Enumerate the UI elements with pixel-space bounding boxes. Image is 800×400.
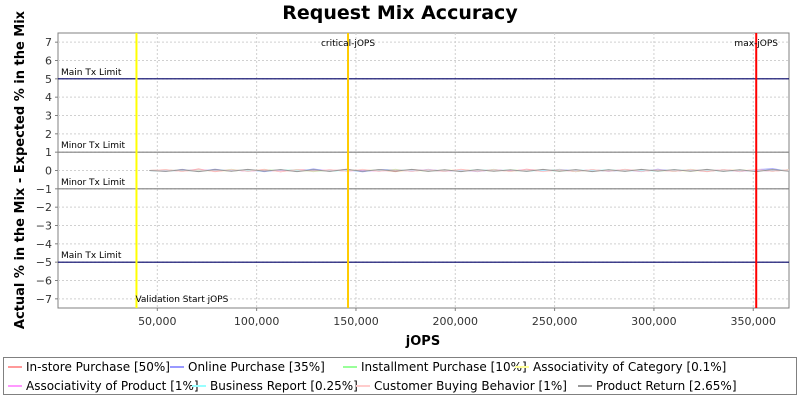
legend-item: Online Purchase [35%]	[170, 358, 325, 376]
limit-lines: Main Tx Limit Minor Tx Limit Minor Tx Limi…	[58, 68, 789, 263]
legend-label: Installment Purchase [10%]	[361, 360, 527, 374]
limit-line-label: Minor Tx Limit	[61, 141, 126, 151]
y-tick-label: −5	[36, 256, 52, 269]
legend-item: Customer Buying Behavior [1%]	[356, 377, 567, 395]
y-tick-label: 2	[45, 128, 52, 141]
y-tick-label: 0	[45, 165, 52, 178]
marker-line-label: critical-jOPS	[321, 39, 375, 49]
limit-line-label: Main Tx Limit	[61, 68, 122, 78]
legend-swatch	[170, 365, 184, 368]
legend-label: Online Purchase [35%]	[188, 360, 325, 374]
legend-label: Associativity of Category [0.1%]	[533, 360, 727, 374]
legend-swatch	[356, 384, 370, 387]
x-tick-label: 350,000	[730, 315, 776, 328]
y-tick-label: 7	[45, 36, 52, 49]
series-lines	[149, 168, 790, 173]
marker-line-label: max-jOPS	[734, 39, 778, 49]
legend-swatch	[8, 384, 22, 387]
y-axis: −7 −6 −5 −4 −3 −2 −1 0 1 2 3 4 5 6 7	[36, 36, 58, 306]
legend-swatch	[515, 365, 529, 368]
y-tick-label: 4	[45, 91, 52, 104]
y-tick-label: −1	[36, 183, 52, 196]
legend-swatch	[578, 384, 592, 387]
legend-label: Customer Buying Behavior [1%]	[374, 379, 567, 393]
legend-item: Business Report [0.25%]	[192, 377, 358, 395]
legend-swatch	[8, 365, 22, 368]
x-axis-label: jOPS	[405, 334, 440, 349]
x-tick-label: 150,000	[333, 315, 379, 328]
x-tick-label: 300,000	[631, 315, 677, 328]
y-tick-label: 5	[45, 73, 52, 86]
legend-item: Installment Purchase [10%]	[343, 358, 527, 376]
y-tick-label: −4	[36, 238, 52, 251]
legend-label: Business Report [0.25%]	[210, 379, 358, 393]
legend-label: Product Return [2.65%]	[596, 379, 737, 393]
legend-label: In-store Purchase [50%]	[26, 360, 170, 374]
series-line	[149, 168, 790, 173]
y-tick-label: −3	[36, 220, 52, 233]
y-axis-label: Actual % in the Mix - Expected % in the …	[13, 10, 28, 329]
legend-item: Associativity of Product [1%]	[8, 377, 199, 395]
limit-line-label: Main Tx Limit	[61, 251, 122, 261]
x-tick-label: 50,000	[138, 315, 177, 328]
y-tick-label: −6	[36, 275, 52, 288]
legend-label: Associativity of Product [1%]	[26, 379, 199, 393]
legend: In-store Purchase [50%] Online Purchase […	[3, 357, 797, 395]
x-axis: 50,000 100,000 150,000 200,000 250,000 300,00…	[138, 308, 776, 328]
y-tick-label: 3	[45, 110, 52, 123]
y-tick-label: −7	[36, 293, 52, 306]
legend-item: Associativity of Category [0.1%]	[515, 358, 726, 376]
legend-item: In-store Purchase [50%]	[8, 358, 170, 376]
y-tick-label: 6	[45, 55, 52, 68]
y-tick-label: 1	[45, 146, 52, 159]
limit-line-label: Minor Tx Limit	[61, 178, 126, 188]
chart-plot: Main Tx Limit Minor Tx Limit Minor Tx Limi…	[13, 10, 790, 349]
legend-swatch	[192, 384, 206, 387]
x-tick-label: 100,000	[234, 315, 280, 328]
legend-swatch	[343, 365, 357, 368]
legend-item: Product Return [2.65%]	[578, 377, 737, 395]
y-tick-label: −2	[36, 201, 52, 214]
marker-lines: Validation Start jOPS critical-jOPS max-jO…	[135, 33, 778, 308]
marker-line-label: Validation Start jOPS	[135, 295, 228, 305]
x-tick-label: 200,000	[433, 315, 479, 328]
x-tick-label: 250,000	[532, 315, 578, 328]
chart-title: Request Mix Accuracy	[282, 2, 518, 24]
